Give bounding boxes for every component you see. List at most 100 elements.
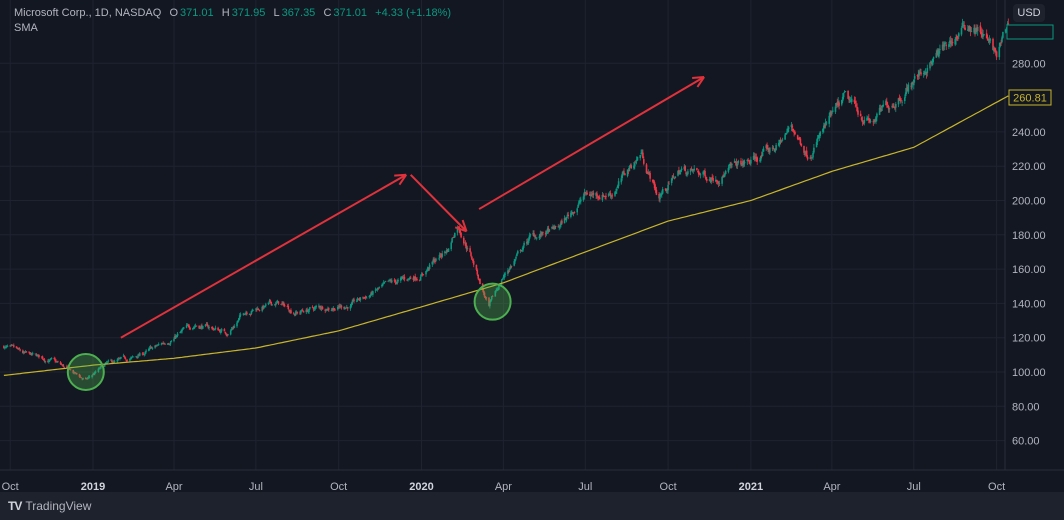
time-axis-label: Oct: [330, 481, 347, 492]
candle: [723, 174, 725, 177]
candle: [5, 345, 8, 347]
price-axis-label: 240.00: [1012, 127, 1046, 139]
candle: [40, 356, 43, 358]
candle: [345, 307, 347, 309]
candle: [156, 345, 158, 347]
candle: [356, 298, 359, 301]
candle: [960, 28, 963, 35]
candle: [74, 372, 76, 374]
candle: [283, 302, 285, 306]
candle: [13, 345, 15, 347]
candle: [340, 305, 343, 308]
candle: [55, 360, 57, 362]
candle: [131, 356, 134, 358]
candle: [816, 138, 819, 143]
candle: [201, 325, 203, 329]
candle: [968, 27, 971, 29]
candle: [445, 252, 447, 253]
indicator-sma-label[interactable]: SMA: [14, 22, 38, 34]
candle: [640, 153, 642, 155]
candle: [294, 312, 297, 316]
candle: [670, 178, 673, 184]
candle: [712, 177, 714, 182]
candle: [283, 305, 286, 307]
candle: [516, 253, 518, 257]
candle: [655, 189, 658, 195]
symbol-title[interactable]: Microsoft Corp., 1D, NASDAQ: [14, 7, 162, 19]
tradingview-logo[interactable]: TV TradingView: [8, 499, 91, 513]
candle: [891, 105, 893, 108]
candle: [107, 360, 110, 362]
candle: [702, 171, 704, 175]
candle: [435, 258, 437, 262]
candle: [43, 359, 46, 362]
candle: [823, 124, 826, 127]
candle: [519, 250, 522, 251]
currency-button[interactable]: USD: [1013, 4, 1045, 22]
candle: [491, 295, 494, 297]
candle: [899, 98, 902, 102]
time-axis-label: 2020: [409, 481, 433, 492]
candle: [218, 329, 220, 331]
candle: [759, 160, 761, 162]
candle: [897, 98, 900, 105]
candle: [920, 72, 922, 75]
candle: [677, 171, 679, 176]
candle: [66, 366, 68, 368]
candle: [265, 304, 267, 306]
price-chart[interactable]: 280.00 240.00 220.00 200.00 180.00 160.00 140.…: [0, 0, 1064, 492]
candle: [447, 248, 450, 252]
candle: [437, 258, 440, 260]
candle: [526, 241, 528, 244]
candle: [116, 359, 119, 362]
candle: [925, 71, 928, 75]
candle: [87, 376, 90, 378]
candle: [313, 308, 316, 310]
candle: [639, 155, 641, 159]
candle: [611, 195, 614, 197]
candle: [718, 183, 721, 184]
candle: [754, 156, 757, 159]
price-axis-label: 220.00: [1012, 161, 1046, 173]
candle: [591, 193, 594, 195]
candle: [264, 305, 266, 307]
candle: [320, 307, 323, 310]
candle: [4, 347, 6, 349]
candle: [176, 333, 179, 336]
candle: [766, 145, 768, 149]
candle: [211, 326, 213, 328]
candle: [582, 196, 585, 200]
candle: [229, 330, 232, 335]
candle: [722, 175, 724, 177]
candle: [154, 345, 156, 348]
candle: [729, 163, 731, 167]
candle: [280, 304, 282, 305]
candle: [489, 302, 491, 307]
candle: [44, 360, 47, 362]
candle: [887, 106, 890, 110]
candle: [353, 299, 355, 302]
candle: [250, 311, 253, 315]
candle: [409, 277, 412, 279]
candle: [24, 351, 27, 353]
candle: [756, 157, 758, 162]
candle: [292, 313, 295, 315]
candle: [465, 245, 468, 250]
candle: [47, 360, 49, 363]
price-axis-label: 60.00: [1012, 436, 1040, 448]
candle: [923, 71, 926, 75]
candle: [507, 270, 509, 274]
candle: [364, 296, 367, 299]
candle: [255, 308, 257, 310]
low-value: 367.35: [281, 7, 316, 19]
chart-canvas[interactable]: 280.00 240.00 220.00 200.00 180.00 160.00 140.…: [0, 0, 1064, 492]
candle: [104, 362, 107, 365]
arrow-head: [398, 174, 408, 186]
candle: [879, 107, 882, 111]
candle: [125, 359, 128, 361]
candle: [945, 44, 947, 46]
candle: [205, 323, 208, 325]
candle: [482, 290, 485, 293]
chart-legend: Microsoft Corp., 1D, NASDAQ O 371.01 H 371…: [14, 6, 453, 36]
candle: [696, 168, 698, 170]
